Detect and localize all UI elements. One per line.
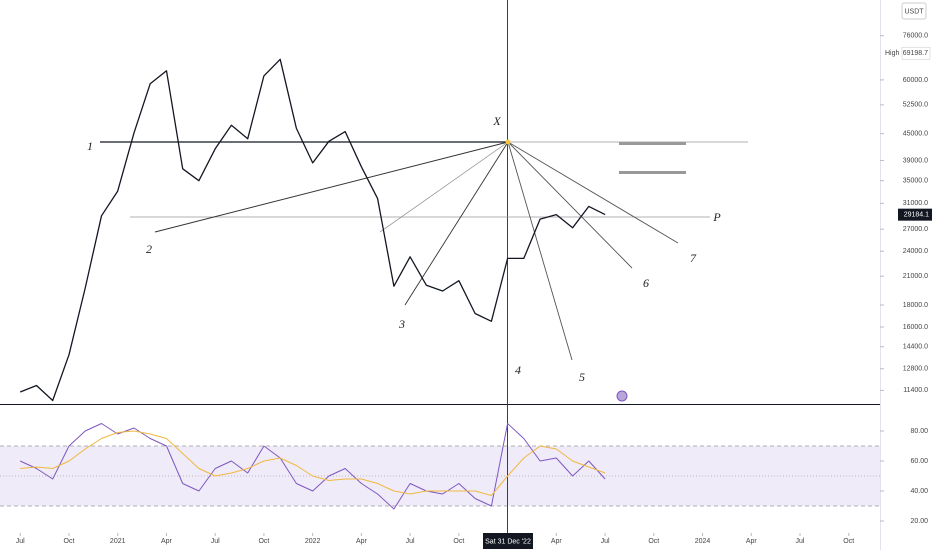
y-tick-label: 76000.0 — [903, 33, 928, 40]
y-tick-label: 40.00 — [910, 488, 928, 495]
x-tick-label: Jul — [211, 538, 220, 545]
drawings — [100, 139, 748, 402]
x-tick-label: 2021 — [110, 538, 126, 545]
y-tick-label: 60.00 — [910, 458, 928, 465]
fan-line — [507, 141, 633, 269]
y-tick-label: 27000.0 — [903, 226, 928, 233]
y-tick-label: 31000.0 — [903, 200, 928, 207]
wave-label: 6 — [643, 276, 649, 290]
y-tick-label: 21000.0 — [903, 273, 928, 280]
rsi-panel — [0, 445, 880, 507]
wave-label: P — [712, 210, 721, 224]
series-line — [20, 430, 606, 496]
wave-label: 2 — [146, 242, 152, 256]
currency-label[interactable]: USDT — [904, 8, 924, 15]
y-tick-label: 18000.0 — [903, 302, 928, 309]
wave-label: 7 — [690, 251, 697, 265]
high-value: 69198.7 — [903, 50, 928, 57]
last-price-box — [898, 208, 932, 221]
series-line — [19, 58, 606, 402]
rsi-band — [0, 446, 880, 506]
x-tick-label: Jul — [601, 538, 610, 545]
fan-line — [507, 141, 679, 244]
currency-box[interactable] — [901, 2, 927, 20]
x-tick-label: 2022 — [305, 538, 321, 545]
x-tick-label: Oct — [453, 538, 464, 545]
crosshair-date: Sat 31 Dec '22 — [485, 538, 531, 545]
y-tick-label: 11400.0 — [903, 387, 928, 394]
wave-label: 4 — [515, 363, 521, 377]
y-tick-label: 39000.0 — [903, 157, 928, 164]
y-tick-label: 12800.0 — [903, 366, 928, 373]
y-tick-label: 60000.0 — [903, 77, 928, 84]
high-label: High — [885, 50, 900, 57]
x-tick-label: Oct — [258, 538, 269, 545]
x-tick-label: Oct — [648, 538, 659, 545]
wave-label: 3 — [398, 317, 405, 331]
x-tick-label: Apr — [161, 538, 173, 545]
y-tick-label: 14400.0 — [903, 344, 928, 351]
x-tick-label: Apr — [551, 538, 563, 545]
x-tick-label: Jul — [406, 538, 415, 545]
series-line — [19, 423, 606, 510]
wave-label: 1 — [87, 139, 93, 153]
event-icon — [616, 390, 628, 402]
y-tick-label: 24000.0 — [903, 248, 928, 255]
x-tick-label: Apr — [746, 538, 758, 545]
x-tick-label: Apr — [356, 538, 368, 545]
crosshair-date-box — [483, 533, 533, 549]
y-tick-label: 16000.0 — [903, 324, 928, 331]
fan-line — [507, 141, 573, 361]
y-tick-label: 20.00 — [910, 518, 928, 525]
last-price-label: 29184.1 — [904, 212, 929, 219]
x-tick-label: Oct — [64, 538, 75, 545]
trend-line — [154, 141, 509, 233]
wave-label: X — [492, 114, 501, 128]
high-box — [901, 46, 931, 60]
y-tick-label: 35000.0 — [903, 178, 928, 185]
x-tick-label: Oct — [843, 538, 854, 545]
fan-line — [379, 141, 509, 233]
y-tick-label: 52500.0 — [903, 102, 928, 109]
y-tick-label: 45000.0 — [903, 131, 928, 138]
x-tick-label: 2024 — [695, 538, 711, 545]
y-tick-label: 80.00 — [910, 428, 928, 435]
wave-label: 5 — [579, 370, 585, 384]
x-tick-label: Jul — [796, 538, 805, 545]
x-tick-label: Jul — [16, 538, 25, 545]
pivot-point — [505, 139, 511, 145]
